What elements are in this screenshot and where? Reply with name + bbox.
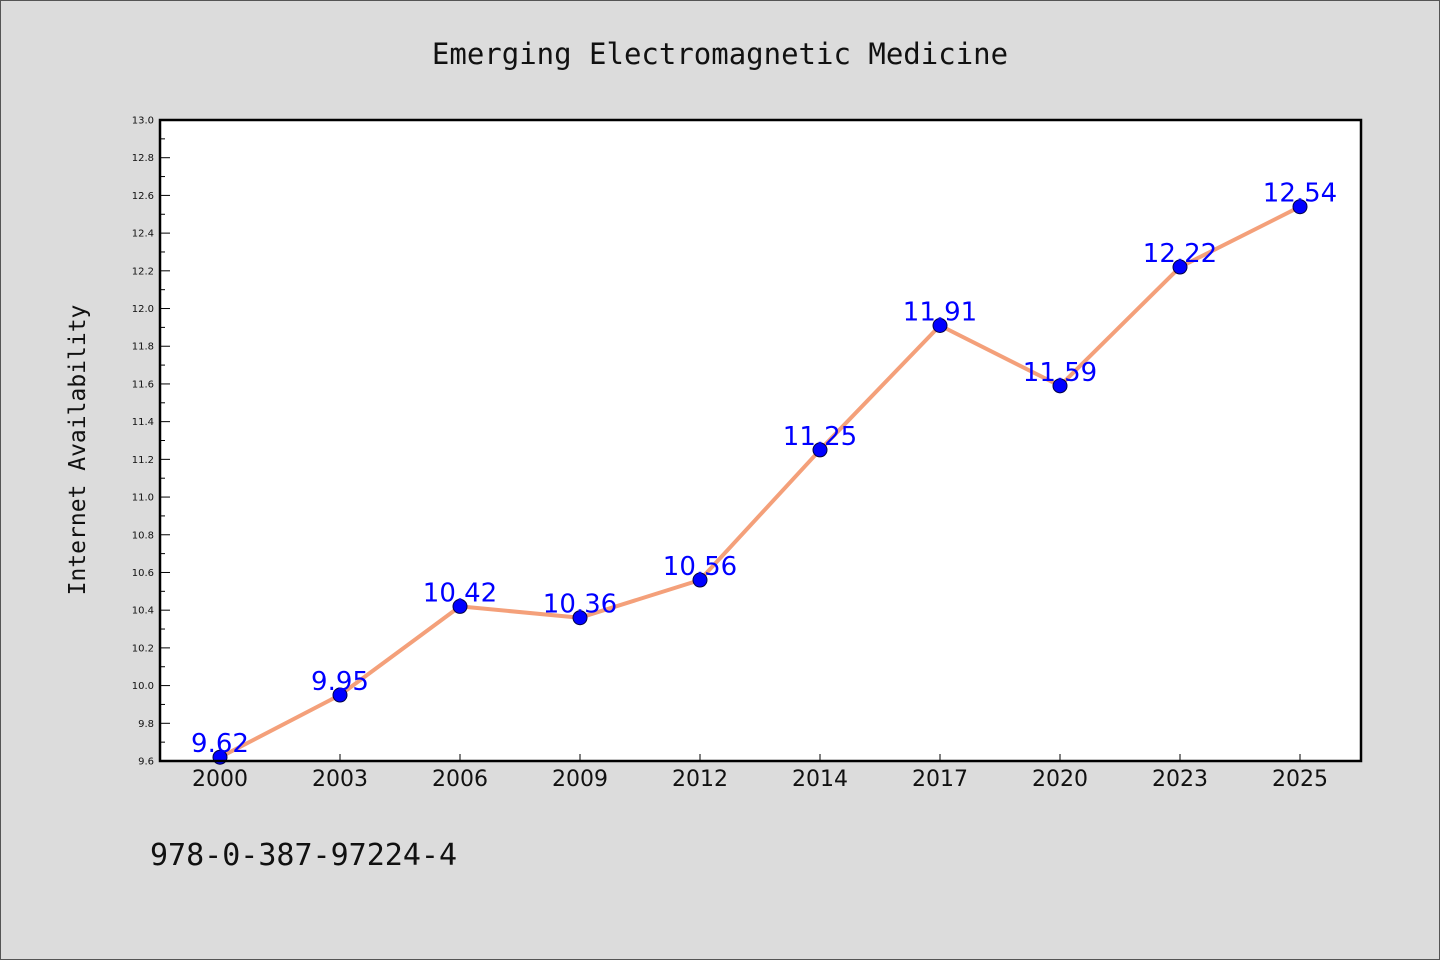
x-tick-label: 2003 xyxy=(312,767,368,792)
data-point xyxy=(572,610,588,626)
data-label: 12.54 xyxy=(1263,179,1337,209)
x-tick-label: 2006 xyxy=(432,767,488,792)
y-tick-label: 10.4 xyxy=(132,606,154,617)
plot-area xyxy=(160,120,1361,761)
y-tick-label: 10.8 xyxy=(132,530,154,541)
x-tick-label: 2023 xyxy=(1152,767,1208,792)
data-label: 11.91 xyxy=(903,297,977,327)
x-tick-label: 2017 xyxy=(912,767,968,792)
data-point xyxy=(452,598,468,614)
data-label: 12.22 xyxy=(1143,239,1217,269)
x-tick-label: 2025 xyxy=(1272,767,1328,792)
data-point xyxy=(692,572,708,588)
y-tick-label: 9.6 xyxy=(138,757,154,768)
data-point xyxy=(1052,378,1068,394)
data-point xyxy=(1292,199,1308,215)
x-tick-label: 2020 xyxy=(1032,767,1088,792)
x-tick-label: 2000 xyxy=(192,767,248,792)
y-tick-label: 12.0 xyxy=(132,304,154,315)
y-tick-label: 10.2 xyxy=(132,643,154,654)
data-point xyxy=(812,442,828,458)
data-point xyxy=(332,687,348,703)
y-tick-label: 11.4 xyxy=(132,417,154,428)
y-tick-label: 10.0 xyxy=(132,681,154,692)
plot-frame xyxy=(158,118,1363,763)
y-tick-label: 11.2 xyxy=(132,455,154,466)
data-point xyxy=(932,317,948,333)
data-label: 10.36 xyxy=(543,590,617,620)
data-label: 10.56 xyxy=(663,552,737,582)
chart-title: Emerging Electromagnetic Medicine xyxy=(432,37,1008,71)
isbn-annotation: 978-0-387-97224-4 xyxy=(150,838,457,873)
y-tick-label: 12.2 xyxy=(132,266,154,277)
data-label: 9.62 xyxy=(191,729,249,759)
y-tick-label: 12.8 xyxy=(132,153,154,164)
y-tick-label: 11.8 xyxy=(132,342,154,353)
series-line xyxy=(218,204,1302,760)
y-tick-label: 10.6 xyxy=(132,568,154,579)
y-tick-label: 12.4 xyxy=(132,229,154,240)
x-tick-label: 2012 xyxy=(672,767,728,792)
x-tick-label: 2009 xyxy=(552,767,608,792)
y-axis-label: Internet Availability xyxy=(65,305,91,596)
data-label: 11.59 xyxy=(1023,358,1097,388)
data-label: 10.42 xyxy=(423,578,497,608)
y-tick-label: 13.0 xyxy=(132,116,154,127)
data-label: 9.95 xyxy=(311,667,369,697)
data-label: 11.25 xyxy=(783,422,857,452)
x-tick-label: 2014 xyxy=(792,767,848,792)
y-tick-label: 9.8 xyxy=(138,719,154,730)
y-tick-label: 11.6 xyxy=(132,379,154,390)
data-point xyxy=(1172,259,1188,275)
y-tick-label: 11.0 xyxy=(132,493,154,504)
y-tick-label: 12.6 xyxy=(132,191,154,202)
